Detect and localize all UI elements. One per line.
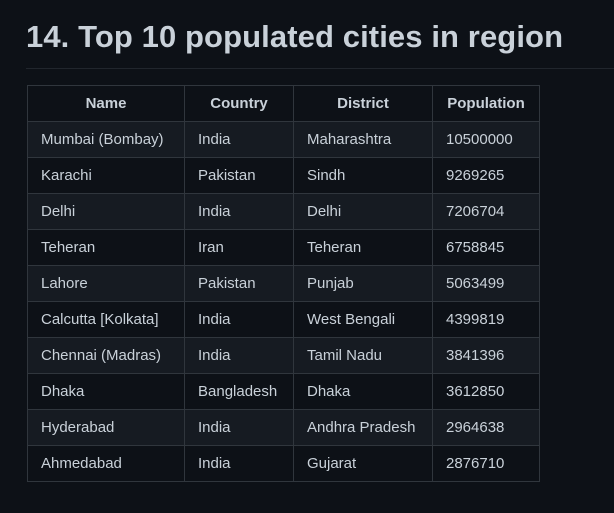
table-row: Hyderabad India Andhra Pradesh 2964638	[27, 409, 540, 446]
cell-name: Lahore	[27, 265, 185, 302]
cell-district: Teheran	[293, 229, 433, 266]
cell-name: Chennai (Madras)	[27, 337, 185, 374]
table-row: Chennai (Madras) India Tamil Nadu 384139…	[27, 337, 540, 374]
table-row: Mumbai (Bombay) India Maharashtra 105000…	[27, 121, 540, 158]
cell-population: 3841396	[432, 337, 540, 374]
cell-population: 10500000	[432, 121, 540, 158]
cell-name: Teheran	[27, 229, 185, 266]
section-heading: 14. Top 10 populated cities in region	[26, 19, 564, 54]
cell-country: India	[184, 301, 294, 338]
cell-population: 2964638	[432, 409, 540, 446]
cell-name: Hyderabad	[27, 409, 185, 446]
cell-name: Dhaka	[27, 373, 185, 410]
cell-country: India	[184, 121, 294, 158]
cell-population: 6758845	[432, 229, 540, 266]
heading-divider	[26, 68, 614, 69]
cell-population: 3612850	[432, 373, 540, 410]
table-row: Karachi Pakistan Sindh 9269265	[27, 157, 540, 194]
cell-district: Tamil Nadu	[293, 337, 433, 374]
table-row: Ahmedabad India Gujarat 2876710	[27, 445, 540, 482]
cell-population: 2876710	[432, 445, 540, 482]
cell-name: Calcutta [Kolkata]	[27, 301, 185, 338]
cell-country: Pakistan	[184, 265, 294, 302]
table-row: Delhi India Delhi 7206704	[27, 193, 540, 230]
cell-name: Mumbai (Bombay)	[27, 121, 185, 158]
cell-country: India	[184, 193, 294, 230]
cell-district: Gujarat	[293, 445, 433, 482]
cell-district: Sindh	[293, 157, 433, 194]
cell-district: Maharashtra	[293, 121, 433, 158]
table-row: Lahore Pakistan Punjab 5063499	[27, 265, 540, 302]
cell-name: Karachi	[27, 157, 185, 194]
cell-population: 4399819	[432, 301, 540, 338]
cell-population: 5063499	[432, 265, 540, 302]
header-name: Name	[27, 85, 185, 122]
cell-country: India	[184, 337, 294, 374]
table-body: Mumbai (Bombay) India Maharashtra 105000…	[27, 121, 540, 482]
cities-table: Name Country District Population Mumbai …	[27, 85, 540, 482]
cell-population: 9269265	[432, 157, 540, 194]
table-row: Teheran Iran Teheran 6758845	[27, 229, 540, 266]
cell-country: Pakistan	[184, 157, 294, 194]
cell-district: West Bengali	[293, 301, 433, 338]
table-row: Dhaka Bangladesh Dhaka 3612850	[27, 373, 540, 410]
header-population: Population	[432, 85, 540, 122]
cell-district: Delhi	[293, 193, 433, 230]
cell-name: Ahmedabad	[27, 445, 185, 482]
cell-country: India	[184, 409, 294, 446]
cell-district: Andhra Pradesh	[293, 409, 433, 446]
cell-district: Dhaka	[293, 373, 433, 410]
cell-country: Iran	[184, 229, 294, 266]
cell-country: Bangladesh	[184, 373, 294, 410]
header-district: District	[293, 85, 433, 122]
cell-population: 7206704	[432, 193, 540, 230]
table-header: Name Country District Population	[27, 85, 540, 122]
header-row: Name Country District Population	[27, 85, 540, 122]
cell-country: India	[184, 445, 294, 482]
cell-name: Delhi	[27, 193, 185, 230]
header-country: Country	[184, 85, 294, 122]
cell-district: Punjab	[293, 265, 433, 302]
table-row: Calcutta [Kolkata] India West Bengali 43…	[27, 301, 540, 338]
